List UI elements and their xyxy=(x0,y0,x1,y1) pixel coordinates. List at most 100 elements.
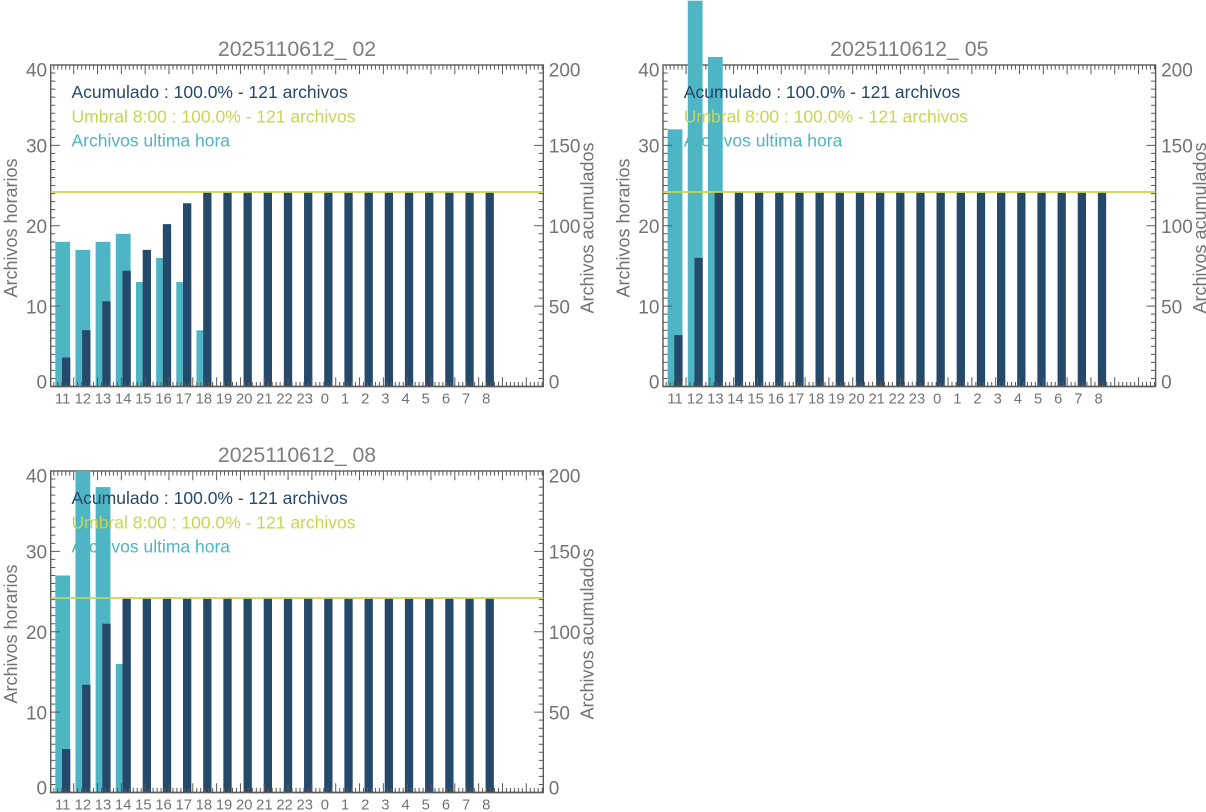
svg-text:0: 0 xyxy=(37,778,48,799)
svg-text:17: 17 xyxy=(788,392,804,408)
svg-text:Umbral 8:00 : 100.0% - 121 arc: Umbral 8:00 : 100.0% - 121 archivos xyxy=(72,106,356,126)
svg-text:0: 0 xyxy=(549,778,560,799)
svg-text:2: 2 xyxy=(361,392,369,408)
svg-text:40: 40 xyxy=(26,467,47,488)
svg-text:2025110612_ 05: 2025110612_ 05 xyxy=(830,37,988,61)
svg-text:30: 30 xyxy=(638,136,659,157)
svg-text:200: 200 xyxy=(1161,61,1193,82)
svg-text:Acumulado : 100.0% - 121 archi: Acumulado : 100.0% - 121 archivos xyxy=(72,82,349,102)
svg-text:18: 18 xyxy=(196,392,212,408)
svg-text:15: 15 xyxy=(135,798,151,812)
svg-text:19: 19 xyxy=(828,392,844,408)
svg-text:13: 13 xyxy=(707,392,723,408)
svg-text:0: 0 xyxy=(1161,372,1172,393)
svg-text:Archivos ultima hora: Archivos ultima hora xyxy=(72,537,231,557)
svg-text:20: 20 xyxy=(26,623,47,644)
svg-text:23: 23 xyxy=(297,798,313,812)
svg-text:12: 12 xyxy=(75,392,91,408)
svg-text:50: 50 xyxy=(549,703,570,724)
svg-text:Archivos acumulados: Archivos acumulados xyxy=(578,142,598,313)
svg-text:Archivos ultima hora: Archivos ultima hora xyxy=(684,131,843,151)
svg-text:0: 0 xyxy=(321,392,329,408)
svg-text:16: 16 xyxy=(155,798,171,812)
svg-text:2025110612_ 02: 2025110612_ 02 xyxy=(218,37,376,61)
svg-text:150: 150 xyxy=(549,136,581,157)
svg-text:Archivos horarios: Archivos horarios xyxy=(613,158,633,297)
svg-text:22: 22 xyxy=(276,392,292,408)
svg-text:Acumulado : 100.0% - 121 archi: Acumulado : 100.0% - 121 archivos xyxy=(72,488,349,508)
svg-text:150: 150 xyxy=(549,542,581,563)
svg-text:4: 4 xyxy=(1014,392,1022,408)
svg-text:8: 8 xyxy=(482,798,490,812)
svg-text:Archivos acumulados: Archivos acumulados xyxy=(1190,142,1206,313)
svg-text:Archivos horarios: Archivos horarios xyxy=(1,564,21,703)
svg-text:3: 3 xyxy=(381,798,389,812)
svg-text:13: 13 xyxy=(95,392,111,408)
svg-text:11: 11 xyxy=(667,392,682,408)
svg-text:2: 2 xyxy=(973,392,981,408)
svg-text:150: 150 xyxy=(1161,136,1193,157)
svg-text:50: 50 xyxy=(549,297,570,318)
svg-text:12: 12 xyxy=(687,392,703,408)
svg-text:30: 30 xyxy=(26,136,47,157)
svg-text:40: 40 xyxy=(26,61,47,82)
svg-text:0: 0 xyxy=(321,798,329,812)
svg-text:20: 20 xyxy=(26,217,47,238)
svg-text:200: 200 xyxy=(549,61,581,82)
svg-text:17: 17 xyxy=(175,798,191,812)
svg-text:19: 19 xyxy=(216,798,232,812)
svg-text:19: 19 xyxy=(216,392,232,408)
svg-text:7: 7 xyxy=(1074,392,1082,408)
svg-text:2: 2 xyxy=(361,798,369,812)
svg-text:20: 20 xyxy=(848,392,864,408)
svg-text:23: 23 xyxy=(297,392,313,408)
svg-text:1: 1 xyxy=(953,392,961,408)
svg-text:3: 3 xyxy=(994,392,1002,408)
svg-text:10: 10 xyxy=(26,297,47,318)
svg-text:200: 200 xyxy=(549,467,581,488)
svg-text:30: 30 xyxy=(26,542,47,563)
svg-text:Archivos horarios: Archivos horarios xyxy=(1,158,21,297)
svg-text:Archivos acumulados: Archivos acumulados xyxy=(578,548,598,719)
svg-text:Archivos ultima hora: Archivos ultima hora xyxy=(72,131,231,151)
svg-text:14: 14 xyxy=(115,392,131,408)
svg-text:Umbral 8:00 : 100.0% - 121 arc: Umbral 8:00 : 100.0% - 121 archivos xyxy=(684,106,968,126)
svg-text:15: 15 xyxy=(135,392,151,408)
svg-text:14: 14 xyxy=(115,798,131,812)
svg-text:50: 50 xyxy=(1161,297,1182,318)
svg-text:0: 0 xyxy=(649,372,660,393)
svg-text:100: 100 xyxy=(1161,217,1193,238)
svg-text:20: 20 xyxy=(638,217,659,238)
svg-text:21: 21 xyxy=(256,798,272,812)
svg-text:21: 21 xyxy=(256,392,272,408)
svg-text:12: 12 xyxy=(75,798,91,812)
svg-text:Acumulado : 100.0% - 121 archi: Acumulado : 100.0% - 121 archivos xyxy=(684,82,961,102)
svg-text:3: 3 xyxy=(381,392,389,408)
svg-text:10: 10 xyxy=(26,703,47,724)
svg-text:20: 20 xyxy=(236,798,252,812)
svg-text:0: 0 xyxy=(37,372,48,393)
svg-text:5: 5 xyxy=(1034,392,1042,408)
svg-text:17: 17 xyxy=(175,392,191,408)
svg-text:14: 14 xyxy=(727,392,743,408)
svg-text:7: 7 xyxy=(462,798,470,812)
svg-text:18: 18 xyxy=(196,798,212,812)
svg-text:20: 20 xyxy=(236,392,252,408)
svg-text:13: 13 xyxy=(95,798,111,812)
svg-text:2025110612_ 08: 2025110612_ 08 xyxy=(218,443,376,467)
svg-text:6: 6 xyxy=(442,392,450,408)
svg-text:7: 7 xyxy=(462,392,470,408)
svg-text:100: 100 xyxy=(549,623,581,644)
svg-text:0: 0 xyxy=(549,372,560,393)
svg-text:0: 0 xyxy=(933,392,941,408)
svg-text:22: 22 xyxy=(889,392,905,408)
svg-text:100: 100 xyxy=(549,217,581,238)
svg-text:21: 21 xyxy=(868,392,884,408)
svg-text:6: 6 xyxy=(442,798,450,812)
svg-text:16: 16 xyxy=(155,392,171,408)
svg-text:18: 18 xyxy=(808,392,824,408)
svg-text:1: 1 xyxy=(341,392,349,408)
svg-text:15: 15 xyxy=(747,392,763,408)
svg-text:10: 10 xyxy=(638,297,659,318)
svg-text:5: 5 xyxy=(422,392,430,408)
